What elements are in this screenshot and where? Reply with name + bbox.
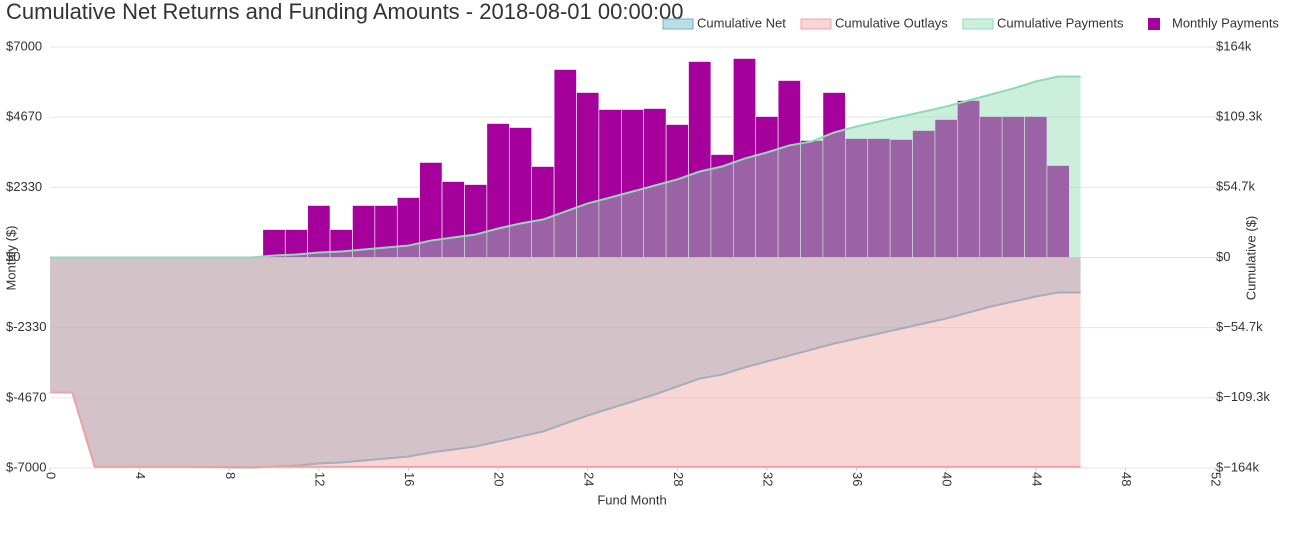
y2-tick-label: $−54.7k	[1216, 319, 1263, 334]
x-tick-label: 32	[760, 472, 775, 486]
legend-label: Cumulative Net	[697, 15, 786, 30]
legend-swatch	[662, 18, 694, 30]
bar	[262, 229, 286, 258]
x-tick-label: 16	[402, 472, 417, 486]
y-tick-label: $4670	[6, 109, 42, 124]
legend-label: Cumulative Outlays	[835, 15, 948, 30]
y2-tick-label: $−164k	[1216, 459, 1260, 474]
x-tick-label: 52	[1209, 472, 1224, 486]
legend-label: Monthly Payments	[1172, 15, 1279, 30]
x-tick-label: 44	[1029, 472, 1044, 486]
y2-tick-label: $54.7k	[1216, 179, 1256, 194]
y-tick-label: $-2330	[6, 319, 46, 334]
chart-title: Cumulative Net Returns and Funding Amoun…	[6, 0, 684, 24]
area-fill	[50, 257, 1081, 467]
y-tick-label: $0	[6, 249, 20, 264]
y-tick-label: $-7000	[6, 459, 46, 474]
legend-swatch	[962, 18, 994, 30]
area-line	[50, 391, 1081, 468]
y-tick-label: $7000	[6, 38, 42, 53]
area-fill	[50, 257, 1081, 468]
x-tick-label: 4	[133, 472, 148, 479]
y2-tick-label: $164k	[1216, 38, 1252, 53]
x-tick-label: 48	[1119, 472, 1134, 486]
bar	[1046, 165, 1070, 258]
y-tick-label: $2330	[6, 179, 42, 194]
bar	[307, 205, 331, 258]
x-tick-label: 12	[312, 472, 327, 486]
y-axis-title: Monthly ($)	[3, 225, 18, 290]
x-tick-label: 28	[671, 472, 686, 486]
x-tick-label: 36	[850, 472, 865, 486]
x-tick-label: 24	[581, 472, 596, 486]
legend-label: Cumulative Payments	[997, 15, 1124, 30]
area-line	[50, 75, 1081, 259]
y2-tick-label: $109.3k	[1216, 109, 1263, 124]
y2-tick-label: $−109.3k	[1216, 389, 1270, 404]
x-tick-label: 40	[940, 472, 955, 486]
x-tick-label: 20	[492, 472, 507, 486]
y2-tick-label: $0	[1216, 249, 1230, 264]
x-tick-label: 0	[44, 472, 59, 479]
area-fill	[50, 76, 1081, 258]
y-tick-label: $-4670	[6, 389, 46, 404]
x-axis-title: Fund Month	[597, 492, 666, 507]
x-tick-label: 8	[223, 472, 238, 479]
legend-swatch	[1148, 18, 1160, 30]
legend-swatch	[800, 18, 832, 30]
y2-axis-title: Cumulative ($)	[1243, 216, 1258, 301]
